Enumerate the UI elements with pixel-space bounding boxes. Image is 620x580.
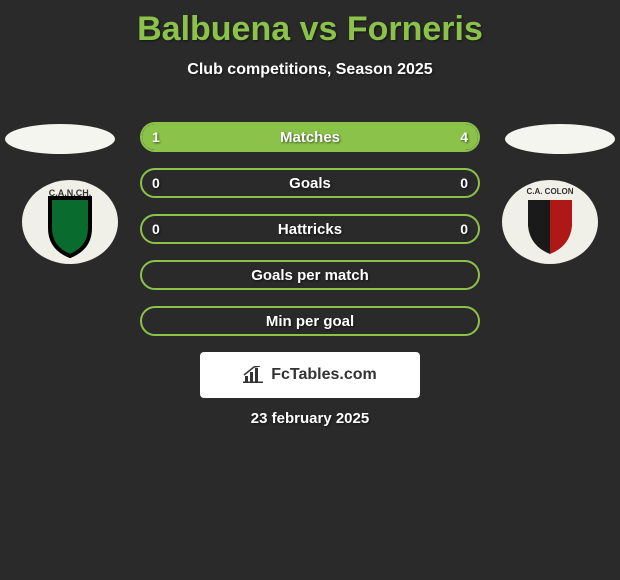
bar-value-right: 4 bbox=[460, 124, 468, 150]
stat-bar-hattricks: Hattricks0 0 bbox=[140, 214, 480, 244]
bar-label: Hattricks bbox=[142, 216, 478, 242]
bar-label: Matches bbox=[142, 124, 478, 150]
stat-bar-matches: Matches1 4 bbox=[140, 122, 480, 152]
crest-left-text: C.A.N.CH. bbox=[49, 188, 92, 198]
bar-label: Goals bbox=[142, 170, 478, 196]
bar-value-left: 0 bbox=[152, 170, 160, 196]
player-avatar-right bbox=[505, 124, 615, 154]
stat-bars: Matches14Goals00Hattricks00Goals per mat… bbox=[140, 122, 480, 352]
bar-value-right: 0 bbox=[460, 216, 468, 242]
bar-label: Min per goal bbox=[142, 308, 478, 334]
bar-label: Goals per match bbox=[142, 262, 478, 288]
page-subtitle: Club competitions, Season 2025 bbox=[0, 61, 620, 79]
date-text: 23 february 2025 bbox=[0, 410, 620, 427]
bar-value-left: 0 bbox=[152, 216, 160, 242]
bar-value-right: 0 bbox=[460, 170, 468, 196]
crest-right-text: C.A. COLON bbox=[526, 187, 573, 196]
club-crest-left: C.A.N.CH. bbox=[20, 178, 120, 266]
stat-bar-min-per-goal: Min per goal bbox=[140, 306, 480, 336]
attribution-badge: FcTables.com bbox=[200, 352, 420, 398]
chart-icon bbox=[243, 366, 265, 384]
bar-value-left: 1 bbox=[152, 124, 160, 150]
stat-bar-goals-per-match: Goals per match bbox=[140, 260, 480, 290]
attribution-text: FcTables.com bbox=[271, 366, 377, 384]
stat-bar-goals: Goals0 0 bbox=[140, 168, 480, 198]
page-title: Balbuena vs Forneris bbox=[0, 0, 620, 49]
club-crest-right: C.A. COLON bbox=[500, 178, 600, 266]
player-avatar-left bbox=[5, 124, 115, 154]
